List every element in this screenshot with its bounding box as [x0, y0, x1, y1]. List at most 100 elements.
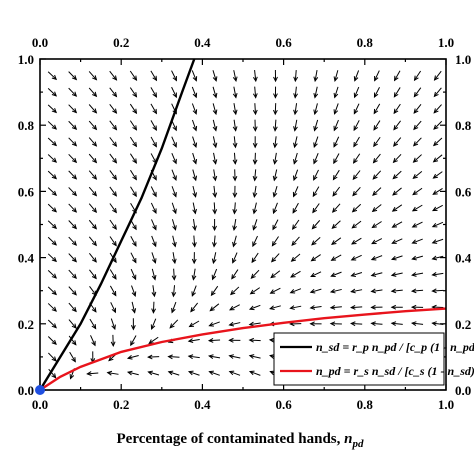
field-arrow [252, 219, 258, 231]
field-arrow [311, 220, 321, 230]
field-arrow [331, 237, 342, 245]
field-arrow [212, 235, 217, 248]
field-arrow [372, 170, 382, 180]
field-arrow [130, 335, 137, 347]
field-arrow [232, 103, 238, 116]
field-arrow [151, 268, 157, 281]
field-arrow [332, 169, 340, 181]
field-arrow [272, 169, 278, 182]
field-arrow [413, 87, 422, 98]
field-arrow [129, 103, 138, 115]
field-arrow [109, 236, 117, 247]
field-arrow [68, 319, 77, 329]
field-arrow [431, 288, 444, 294]
field-arrow [150, 318, 157, 330]
field-arrow [88, 71, 98, 81]
field-arrow [410, 304, 424, 310]
field-arrow [412, 137, 422, 147]
field-arrow [252, 152, 258, 165]
field-arrow [370, 255, 383, 261]
field-arrow [291, 236, 300, 247]
field-arrow [191, 103, 198, 115]
field-arrow [88, 186, 98, 197]
field-arrow [109, 87, 118, 98]
field-arrow [130, 169, 137, 181]
field-arrow [272, 136, 278, 149]
field-arrow [192, 152, 198, 165]
field-arrow [47, 87, 58, 97]
field-arrow [212, 202, 218, 215]
field-arrow [333, 153, 340, 165]
field-arrow [290, 253, 301, 262]
field-arrow [47, 336, 57, 346]
field-arrow [272, 119, 278, 132]
field-arrow [309, 305, 322, 310]
field-arrow [232, 252, 238, 264]
field-arrow [352, 170, 361, 181]
field-arrow [393, 87, 401, 98]
y-tick-label-left: 0.6 [18, 184, 35, 199]
field-arrow [130, 318, 136, 331]
field-arrow [292, 202, 299, 214]
legend: n_sd = r_p n_pd / [c_p (1 - n_pd)] n_pd … [273, 332, 474, 386]
field-arrow [68, 187, 78, 197]
legend-entry-n-pd: n_pd = r_s n_sd / [c_s (1 - n_sd)] [316, 364, 474, 378]
field-arrow [171, 268, 177, 281]
y-tick-label-left: 0.0 [18, 383, 34, 398]
vector-field [47, 70, 444, 380]
field-arrow [88, 236, 97, 247]
field-arrow [89, 269, 97, 280]
field-arrow [171, 202, 177, 215]
field-arrow [248, 321, 261, 327]
field-arrow [310, 254, 321, 262]
field-arrow [47, 203, 58, 213]
field-arrow [188, 320, 200, 328]
field-arrow [208, 370, 220, 376]
field-arrow [333, 136, 340, 148]
field-arrow [171, 136, 177, 148]
field-arrow [86, 371, 99, 376]
field-arrow [370, 304, 383, 310]
field-arrow [212, 218, 217, 232]
field-arrow [272, 185, 278, 198]
field-arrow [289, 288, 302, 294]
field-arrow [68, 335, 77, 346]
field-arrow [129, 153, 137, 164]
field-arrow [329, 305, 342, 310]
equilibrium-point [35, 385, 45, 395]
field-arrow [352, 153, 361, 164]
field-arrow [47, 269, 57, 279]
y-tick-label-left: 0.2 [18, 317, 34, 332]
field-arrow [110, 302, 116, 314]
field-arrow [293, 119, 298, 132]
field-arrow [68, 269, 77, 280]
field-arrow [110, 334, 116, 347]
field-arrow [273, 70, 278, 83]
field-arrow [331, 203, 341, 213]
curve-n-pd [39, 307, 447, 392]
field-arrow [171, 285, 177, 298]
field-arrow [171, 301, 177, 314]
field-arrow [192, 235, 197, 248]
field-arrow [372, 153, 381, 164]
x-tick-label-bottom: 0.0 [32, 397, 48, 412]
field-arrow [192, 185, 198, 198]
field-arrow [351, 220, 362, 229]
field-arrow [109, 120, 118, 131]
field-arrow [313, 153, 319, 165]
field-arrow [370, 288, 383, 294]
y-tick-label-right: 0.4 [455, 251, 472, 266]
field-arrow [190, 302, 199, 313]
field-arrow [313, 103, 319, 116]
field-arrow [47, 121, 58, 130]
y-tick-label-left: 0.8 [18, 118, 35, 133]
field-arrow [432, 204, 443, 212]
field-arrow [88, 252, 97, 263]
field-arrow [370, 272, 383, 277]
field-arrow [312, 186, 320, 198]
field-arrow [351, 203, 362, 213]
field-arrow [88, 153, 98, 164]
field-arrow [232, 70, 238, 83]
tick-labels: 0.00.00.0 0.00.20.20.2 0.20.40.40.4 0.40.60… [18, 35, 472, 412]
field-arrow [150, 186, 157, 198]
